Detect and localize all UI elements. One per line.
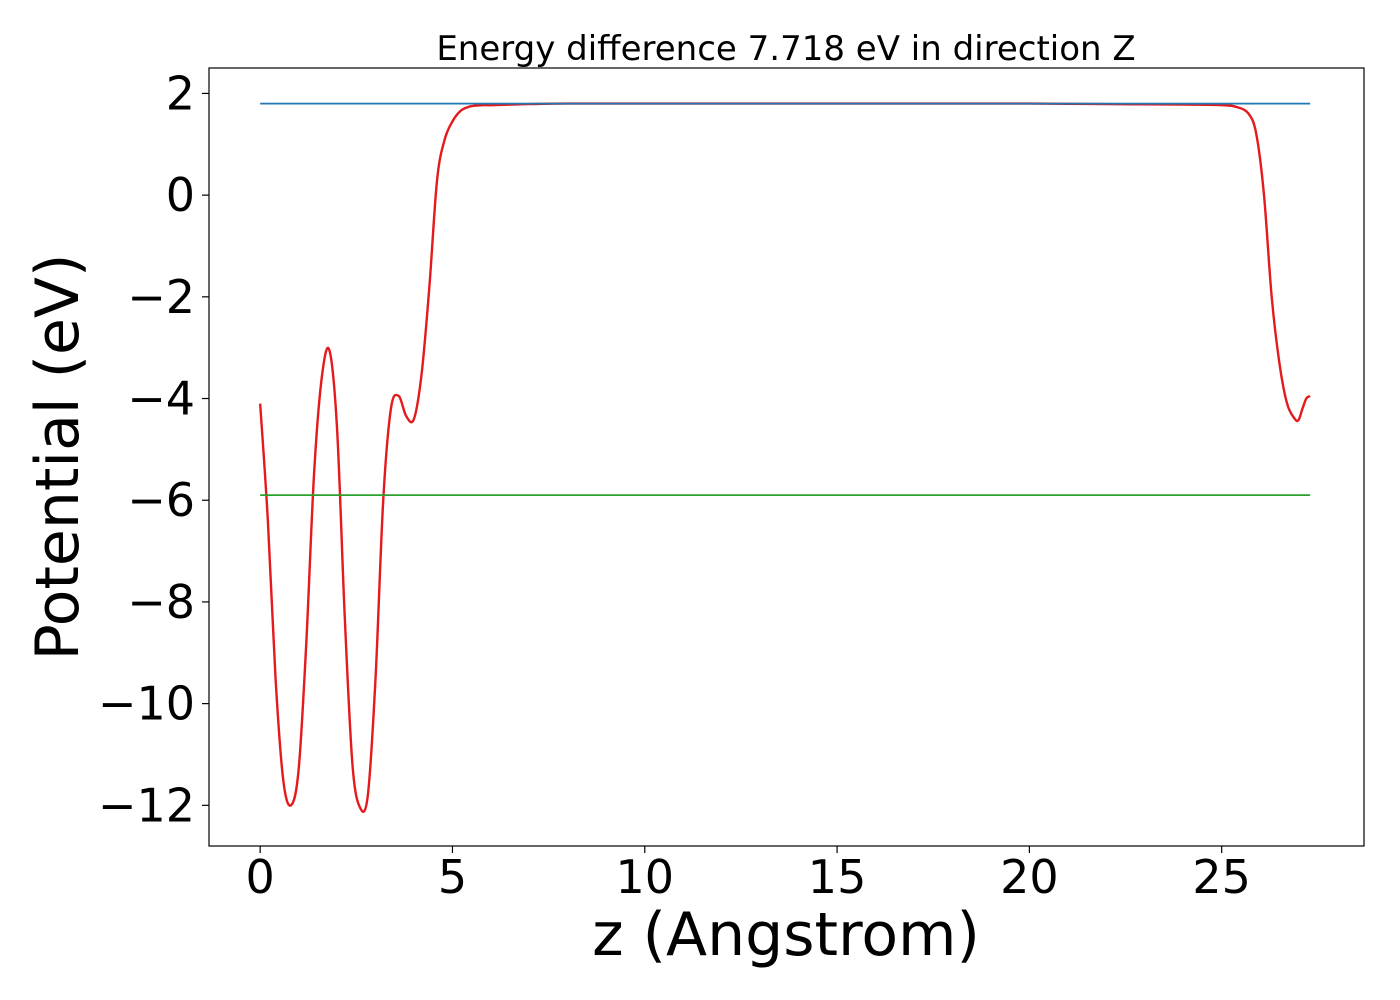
x-tick-label: 10	[615, 850, 674, 904]
y-tick-label: −6	[127, 473, 195, 527]
x-tick-label: 20	[1000, 850, 1059, 904]
y-tick-label: −8	[127, 575, 195, 629]
potential-line	[258, 102, 1311, 813]
y-tick-label: 2	[166, 66, 195, 120]
y-tick-label: −4	[127, 372, 195, 426]
x-tick-label: 15	[808, 850, 867, 904]
x-tick-label: 5	[438, 850, 467, 904]
plot-lines	[258, 102, 1311, 813]
chart-title: Energy difference 7.718 eV in direction …	[436, 29, 1135, 69]
y-axis-ticks: 2 0 −2 −4 −6 −8 −10 −12	[98, 66, 209, 832]
y-tick-label: −2	[127, 270, 195, 324]
x-axis-ticks: 0 5 10 15 20 25	[246, 846, 1251, 904]
x-tick-label: 25	[1192, 850, 1251, 904]
x-axis-label: z (Angstrom)	[592, 900, 980, 970]
y-tick-label: 0	[166, 168, 195, 222]
x-tick-label: 0	[246, 850, 275, 904]
y-tick-label: −10	[98, 677, 195, 731]
plot-frame	[208, 67, 1365, 847]
y-axis-label: Potential (eV)	[23, 254, 93, 661]
y-tick-label: −12	[98, 778, 195, 832]
